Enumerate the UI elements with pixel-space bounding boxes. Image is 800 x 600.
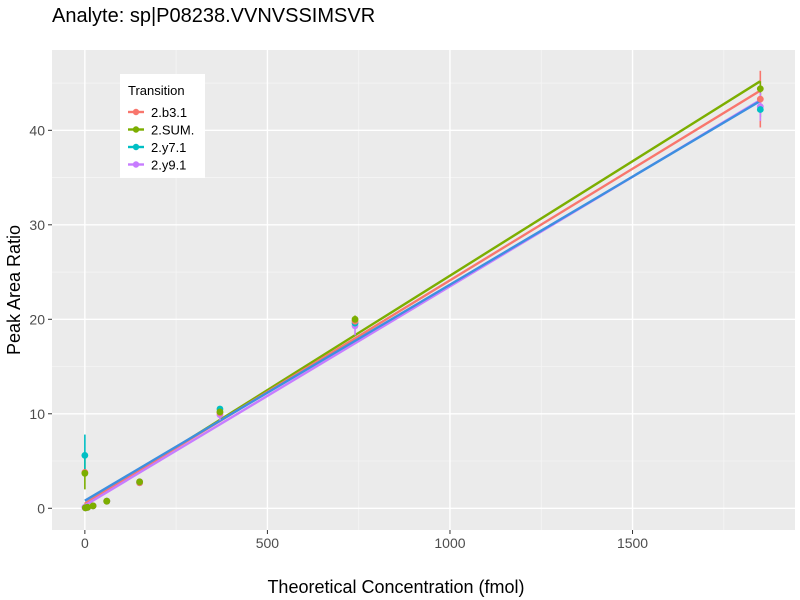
legend-key-point: [132, 108, 140, 116]
x-tick-label: 1000: [434, 535, 465, 551]
data-point: [216, 408, 224, 416]
legend-label: 2.y9.1: [151, 158, 186, 173]
y-tick-label: 10: [29, 406, 45, 422]
legend-key-point: [132, 126, 140, 133]
legend-title: Transition: [128, 83, 185, 98]
data-point: [103, 497, 111, 505]
data-point: [351, 315, 359, 323]
x-axis-title: Theoretical Concentration (fmol): [267, 577, 524, 597]
legend: Transition 2.b3.1 2.SUM. 2.y7.1 2.y9.1: [120, 74, 205, 178]
legend-label: 2.SUM.: [151, 123, 194, 138]
y-axis: 0 10 20 30 40: [29, 122, 52, 516]
x-tick-label: 1500: [617, 535, 648, 551]
y-tick-label: 40: [29, 122, 45, 138]
data-point: [81, 451, 89, 459]
x-tick-label: 0: [81, 535, 89, 551]
fit-line-2.y7.1: [84, 99, 761, 502]
data-points: [81, 85, 764, 512]
legend-key-point: [132, 143, 140, 151]
fit-lines: [84, 80, 761, 507]
legend-label: 2.y7.1: [151, 140, 186, 155]
data-point: [89, 502, 97, 510]
y-tick-label: 20: [29, 311, 45, 327]
legend-key-point: [132, 161, 140, 168]
y-tick-label: 0: [37, 500, 45, 516]
data-point: [84, 503, 91, 511]
x-axis: 0 500 1000 1500: [81, 530, 648, 551]
chart-title: Analyte: sp|P08238.VVNVSSIMSVR: [52, 5, 375, 27]
legend-label: 2.b3.1: [151, 105, 187, 120]
data-point: [756, 95, 764, 103]
data-point: [136, 478, 144, 486]
data-point: [756, 85, 764, 93]
data-point: [756, 106, 764, 113]
x-tick-label: 500: [256, 535, 280, 551]
y-axis-title: Peak Area Ratio: [4, 225, 24, 355]
y-tick-label: 30: [29, 217, 45, 233]
data-point: [81, 469, 89, 477]
legend-items: 2.b3.1 2.SUM. 2.y7.1 2.y9.1: [128, 105, 194, 173]
legend-box: [120, 74, 205, 178]
